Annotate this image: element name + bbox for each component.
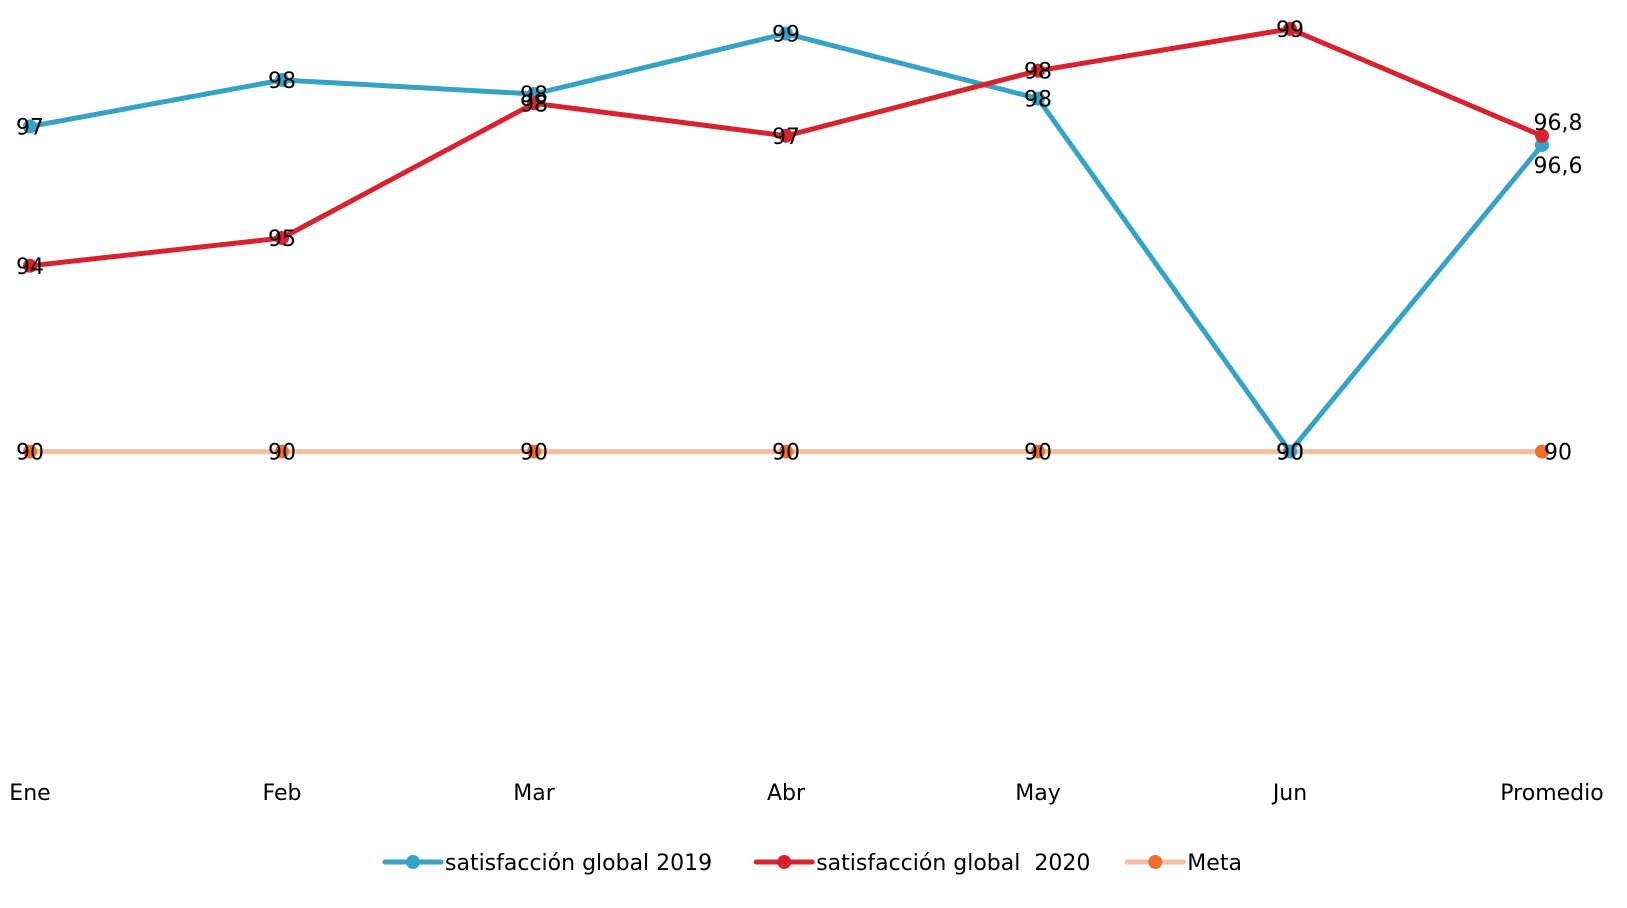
data-label-s1-5: 99 — [1276, 18, 1304, 43]
series-1-point-2 — [527, 96, 541, 111]
data-label-s0-3: 99 — [772, 23, 800, 48]
legend-swatch-marker-1 — [777, 855, 792, 869]
series-0-point-1 — [275, 73, 289, 87]
legend-label-0: satisfacción global 2019 — [445, 851, 712, 876]
series-2-point-4 — [1031, 444, 1045, 459]
data-label-s1-4: 98 — [1024, 60, 1052, 85]
data-label-s1-0: 94 — [16, 255, 44, 280]
data-label-s1-1: 95 — [268, 227, 296, 252]
series-1-point-5 — [1283, 21, 1297, 36]
series-1-point-4 — [1031, 63, 1045, 78]
series-1-point-3 — [779, 128, 793, 143]
data-label-s1-6: 96,8 — [1534, 111, 1583, 136]
x-tick-label-5: Jun — [1271, 781, 1307, 806]
data-label-s2-3: 90 — [772, 441, 800, 466]
data-label-s0-1: 98 — [268, 69, 296, 94]
data-label-s0-2: 98 — [520, 83, 548, 108]
x-tick-label-3: Abr — [767, 781, 806, 806]
data-label-s0-5: 90 — [1276, 441, 1304, 466]
series-2-point-3 — [779, 444, 793, 459]
series-markers — [23, 21, 1549, 459]
x-tick-label-6: Promedio — [1500, 781, 1603, 806]
legend-label-2: Meta — [1187, 851, 1242, 876]
data-label-s2-1: 90 — [268, 441, 296, 466]
data-label-s2-6: 90 — [1544, 441, 1572, 466]
data-label-s1-3: 97 — [772, 125, 800, 150]
legend: satisfacción global 2019 satisfacción glo… — [382, 851, 1242, 876]
x-tick-label-0: Ene — [9, 781, 50, 806]
x-tick-label-2: Mar — [513, 781, 555, 806]
series-2-point-2 — [527, 444, 541, 459]
data-label-s0-6: 96,6 — [1534, 154, 1583, 179]
data-label-s2-0: 90 — [16, 441, 44, 466]
series-0-point-0 — [23, 119, 37, 134]
series-2-point-0 — [23, 444, 37, 459]
legend-item-2: Meta — [1124, 851, 1242, 876]
series-lines — [27, 26, 1545, 455]
legend-item-1: satisfacción global 2020 — [753, 851, 1090, 876]
legend-label-1: satisfacción global 2020 — [816, 851, 1090, 876]
x-tick-label-4: May — [1015, 781, 1060, 806]
legend-swatch-marker-2 — [1148, 855, 1163, 869]
data-label-s1-2: 98 — [520, 92, 548, 117]
data-label-s2-4: 90 — [1024, 441, 1052, 466]
data-label-s0-4: 98 — [1024, 88, 1052, 113]
data-label-s2-5: 90 — [1276, 441, 1304, 466]
series-1-point-0 — [23, 258, 37, 273]
legend-swatch-marker-0 — [406, 855, 420, 869]
legend-item-0: satisfacción global 2019 — [382, 851, 712, 876]
series-0-point-5 — [1283, 444, 1297, 459]
series-0-point-3 — [779, 26, 793, 41]
series-2-point-6 — [1535, 444, 1549, 459]
series-1-point-1 — [275, 231, 289, 245]
series-2-point-1 — [275, 444, 289, 459]
series-0-point-4 — [1031, 91, 1045, 106]
series-1-point-6 — [1535, 128, 1549, 143]
data-label-s0-0: 97 — [16, 116, 44, 141]
x-tick-label-1: Feb — [263, 781, 302, 806]
data-label-s2-2: 90 — [520, 441, 548, 466]
x-axis: Ene Feb Mar Abr May Jun Promedio — [9, 781, 1603, 806]
